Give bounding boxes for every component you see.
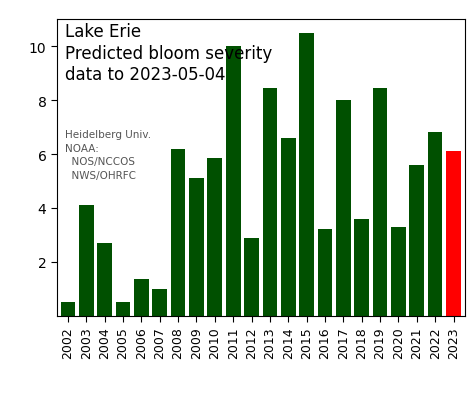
Text: Lake Erie
Predicted bloom severity
data to 2023-05-04: Lake Erie Predicted bloom severity data …	[65, 23, 272, 84]
Bar	[355, 219, 369, 316]
Bar	[299, 34, 314, 316]
Bar	[373, 89, 387, 316]
Bar	[79, 206, 93, 316]
Bar	[171, 149, 185, 316]
Bar	[391, 227, 406, 316]
Bar	[189, 179, 204, 316]
Bar	[244, 238, 259, 316]
Bar	[61, 303, 75, 316]
Bar	[134, 279, 149, 316]
Bar	[336, 101, 351, 316]
Bar	[410, 165, 424, 316]
Bar	[281, 139, 296, 316]
Bar	[208, 159, 222, 316]
Bar	[428, 133, 443, 316]
Bar	[226, 47, 240, 316]
Text: Heidelberg Univ.
NOAA:
  NOS/NCCOS
  NWS/OHRFC: Heidelberg Univ. NOAA: NOS/NCCOS NWS/OHR…	[65, 130, 151, 180]
Bar	[318, 230, 332, 316]
Bar	[446, 152, 461, 316]
Bar	[152, 289, 167, 316]
Bar	[263, 89, 277, 316]
Bar	[97, 243, 112, 316]
Bar	[116, 303, 130, 316]
